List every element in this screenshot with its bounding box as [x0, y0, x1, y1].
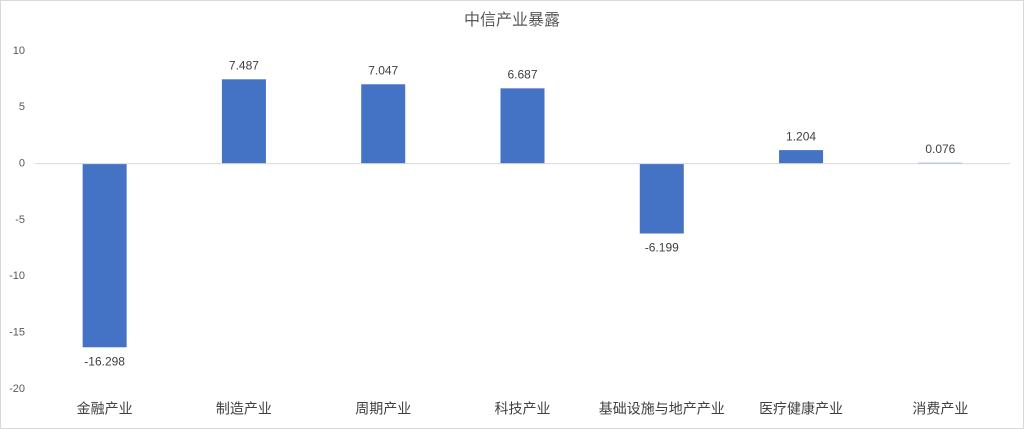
- y-tick-label: -10: [9, 270, 25, 282]
- chart-title: 中信产业暴露: [464, 11, 560, 29]
- y-tick-label: 0: [19, 158, 25, 170]
- data-label: -16.298: [84, 354, 125, 368]
- data-label: -6.199: [645, 241, 679, 255]
- y-tick-label: 10: [13, 45, 25, 57]
- bar: [361, 84, 406, 164]
- data-label: 1.204: [786, 129, 816, 143]
- y-tick-label: -15: [9, 327, 25, 339]
- y-tick-label: -20: [9, 383, 25, 395]
- bar: [221, 79, 266, 164]
- x-tick-label: 基础设施与地产产业: [599, 401, 725, 417]
- x-tick-label: 金融产业: [77, 401, 133, 417]
- bar: [779, 150, 824, 164]
- data-label: 7.487: [229, 58, 259, 72]
- y-tick-label: -5: [15, 214, 25, 226]
- x-tick-label: 消费产业: [912, 401, 968, 417]
- x-tick-label: 周期产业: [355, 401, 411, 417]
- bar: [500, 88, 545, 164]
- bar: [82, 163, 127, 348]
- data-label: 6.687: [507, 67, 537, 81]
- y-tick-label: 5: [19, 101, 25, 113]
- data-label: 7.047: [368, 63, 398, 77]
- data-label: 0.076: [925, 142, 955, 156]
- x-tick-label: 科技产业: [495, 401, 551, 417]
- x-tick-label: 制造产业: [216, 401, 272, 417]
- bar: [639, 163, 684, 234]
- x-tick-label: 医疗健康产业: [759, 401, 843, 417]
